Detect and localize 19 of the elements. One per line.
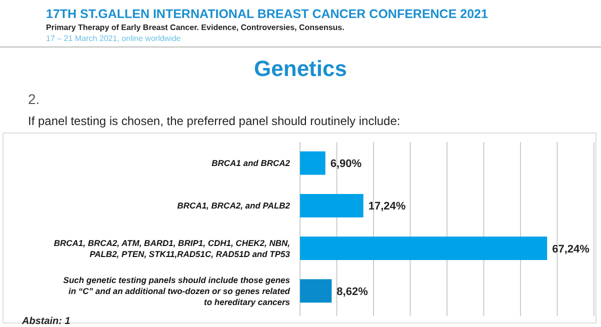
data-label: 8,62% — [336, 286, 368, 298]
y-tick-label: BRCA1 and BRCA2 — [212, 158, 290, 168]
y-tick-label: BRCA1, BRCA2, ATM, BARD1, BRIP1, CDH1, CHEK2, NBN, PALB2, PTEN, STK11,RAD51C, RAD51D and TP53 — [54, 238, 290, 259]
bar — [300, 279, 332, 303]
text: 17 – 21 March 2021, online worldwide — [46, 34, 182, 43]
bar — [300, 194, 364, 218]
y-tick-label: Such genetic testing panels should include those genes in “C” and an additional two-dozen or so genes related to hereditary cancers — [63, 274, 291, 307]
chart-subtitle: If panel testing is chosen, the preferred panel should routinely include: — [28, 114, 400, 128]
bar — [300, 236, 548, 260]
text: Abstain: 1 — [21, 316, 71, 327]
text: Primary Therapy of Early Breast Cancer. Evidence, Controversies, Consensus. — [46, 23, 344, 32]
data-label: 6,90% — [330, 158, 362, 170]
chart-title: Genetics — [254, 56, 347, 81]
text: 17TH ST.GALLEN INTERNATIONAL BREAST CANCER CONFERENCE 2021 — [46, 7, 488, 21]
data-label: 67,24% — [552, 243, 590, 256]
y-tick-label: BRCA1, BRCA2, and PALB2 — [177, 200, 290, 211]
text: 2. — [28, 91, 40, 107]
data-label: 17,24% — [368, 200, 406, 213]
bar — [300, 151, 326, 175]
